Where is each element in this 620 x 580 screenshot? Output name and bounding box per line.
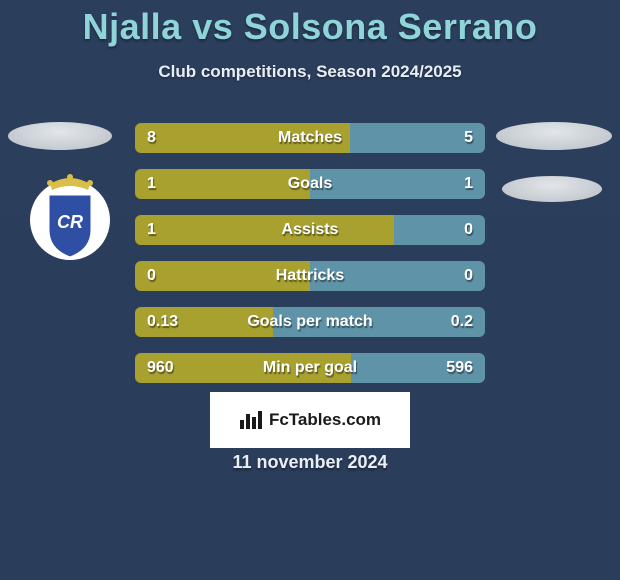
stat-label: Matches: [135, 123, 485, 153]
svg-text:CR: CR: [57, 212, 83, 232]
team-left-ellipse: [8, 122, 112, 150]
stat-label: Goals per match: [135, 307, 485, 337]
stat-row: 00Hattricks: [135, 261, 485, 291]
stat-label: Assists: [135, 215, 485, 245]
stat-label: Min per goal: [135, 353, 485, 383]
stat-row: 960596Min per goal: [135, 353, 485, 383]
stat-row: 85Matches: [135, 123, 485, 153]
team-right-ellipse-1: [496, 122, 612, 150]
subtitle: Club competitions, Season 2024/2025: [0, 62, 620, 82]
stat-row: 11Goals: [135, 169, 485, 199]
date-label: 11 november 2024: [0, 452, 620, 473]
stat-row: 10Assists: [135, 215, 485, 245]
club-crest-icon: CR: [28, 170, 112, 262]
bar-chart-icon: [239, 410, 263, 430]
team-right-ellipse-2: [502, 176, 602, 202]
comparison-infographic: Njalla vs Solsona Serrano Club competiti…: [0, 0, 620, 580]
badge-text: FcTables.com: [269, 410, 381, 430]
stat-label: Hattricks: [135, 261, 485, 291]
fctables-badge: FcTables.com: [210, 392, 410, 448]
page-title: Njalla vs Solsona Serrano: [0, 0, 620, 48]
stat-label: Goals: [135, 169, 485, 199]
comparison-bars: 85Matches 11Goals 10Assists 00Hattricks 0.13…: [135, 123, 485, 399]
stat-row: 0.130.2Goals per match: [135, 307, 485, 337]
